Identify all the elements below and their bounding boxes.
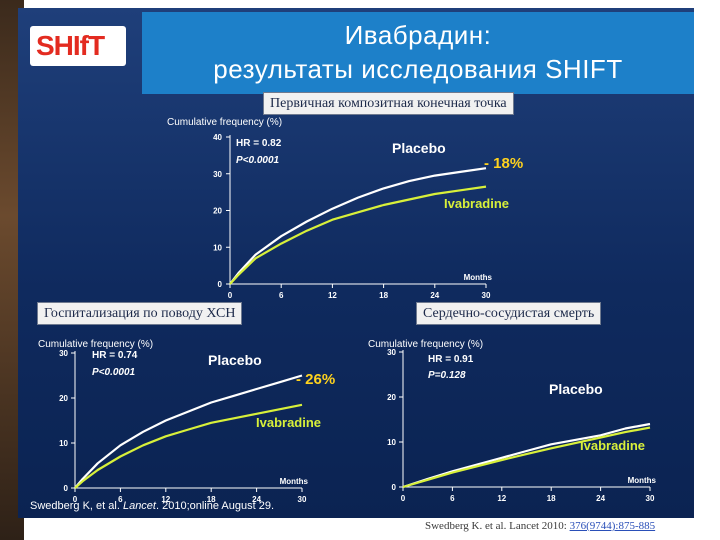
x-tick-label: 18 <box>379 291 388 300</box>
ivabradine-series-label: Ivabradine <box>580 438 645 453</box>
panel-label-primary-endpoint: Первичная композитная конечная точка <box>263 92 514 115</box>
ivabradine-series-line <box>229 185 487 285</box>
hazard-ratio-label: HR = 0.91 <box>428 354 474 365</box>
y-tick-label: 20 <box>213 207 222 216</box>
x-tick-label: 0 <box>73 495 78 504</box>
x-tick-label: 18 <box>547 494 556 503</box>
y-tick-label: 20 <box>59 394 68 403</box>
slide-title: Ивабрадин: результаты исследования SHIFT <box>142 18 694 86</box>
placebo-series-label: Placebo <box>208 352 262 368</box>
y-tick-label: 0 <box>218 280 223 289</box>
citation-left: Swedberg K, et al. Lancet. 2010;online A… <box>30 500 275 512</box>
x-tick-label: 24 <box>430 291 439 300</box>
placebo-series-line <box>229 167 487 285</box>
y-axis-label: Cumulative frequency (%) <box>167 117 282 128</box>
ivabradine-series-line <box>74 403 303 489</box>
x-tick-label: 0 <box>228 291 233 300</box>
risk-reduction-label: - 18% <box>484 155 523 172</box>
y-axis-label: Cumulative frequency (%) <box>368 339 483 350</box>
x-tick-label: 12 <box>161 495 170 504</box>
slide-title-line1: Ивабрадин: <box>344 20 492 50</box>
p-value-label: P=0.128 <box>428 370 466 381</box>
risk-reduction-label: - 26% <box>296 371 335 388</box>
ivabradine-series-line <box>402 426 651 489</box>
panel-label-cv-death: Сердечно-сосудистая смерть <box>416 302 602 325</box>
hazard-ratio-label: HR = 0.74 <box>92 350 138 361</box>
ivabradine-series-label: Ivabradine <box>256 415 321 430</box>
placebo-series-line <box>74 374 303 489</box>
y-axis-label: Cumulative frequency (%) <box>38 339 153 350</box>
placebo-series-label: Placebo <box>392 140 446 156</box>
y-tick-label: 0 <box>64 484 69 493</box>
x-tick-label: 30 <box>298 495 307 504</box>
x-axis-label: Months <box>464 273 493 282</box>
x-tick-label: 12 <box>328 291 337 300</box>
x-tick-label: 24 <box>596 494 605 503</box>
y-tick-label: 10 <box>59 439 68 448</box>
citation-link[interactable]: 376(9744):875-885 <box>569 520 656 532</box>
slide-title-line2: результаты исследования SHIFT <box>213 54 623 84</box>
x-axis-label: Months <box>628 476 657 485</box>
y-tick-label: 10 <box>213 243 222 252</box>
x-tick-label: 12 <box>497 494 506 503</box>
y-tick-label: 30 <box>213 170 222 179</box>
hazard-ratio-label: HR = 0.82 <box>236 138 282 149</box>
title-band <box>142 12 694 94</box>
x-tick-label: 30 <box>646 494 655 503</box>
y-tick-label: 0 <box>392 483 397 492</box>
citation-bottom: Swedberg K. et al. Lancet 2010: 376(9744… <box>425 520 656 532</box>
x-tick-label: 6 <box>450 494 455 503</box>
x-axis-label: Months <box>280 477 309 486</box>
y-tick-label: 30 <box>387 348 396 357</box>
y-tick-label: 40 <box>213 133 222 142</box>
y-tick-label: 10 <box>387 438 396 447</box>
x-tick-label: 24 <box>252 495 261 504</box>
x-tick-label: 18 <box>207 495 216 504</box>
shift-logo: SHIfT <box>30 26 126 66</box>
x-tick-label: 30 <box>482 291 491 300</box>
x-tick-label: 6 <box>279 291 284 300</box>
shift-logo-text: SHIfT <box>36 30 105 61</box>
y-tick-label: 20 <box>387 393 396 402</box>
placebo-series-line <box>402 422 651 489</box>
y-tick-label: 30 <box>59 349 68 358</box>
p-value-label: P<0.0001 <box>92 367 136 378</box>
x-tick-label: 6 <box>118 495 123 504</box>
ivabradine-series-label: Ivabradine <box>444 196 509 211</box>
p-value-label: P<0.0001 <box>236 155 280 166</box>
placebo-series-label: Placebo <box>549 381 603 397</box>
panel-label-hf-hospitalization: Госпитализация по поводу ХСН <box>37 302 243 325</box>
x-tick-label: 0 <box>401 494 406 503</box>
